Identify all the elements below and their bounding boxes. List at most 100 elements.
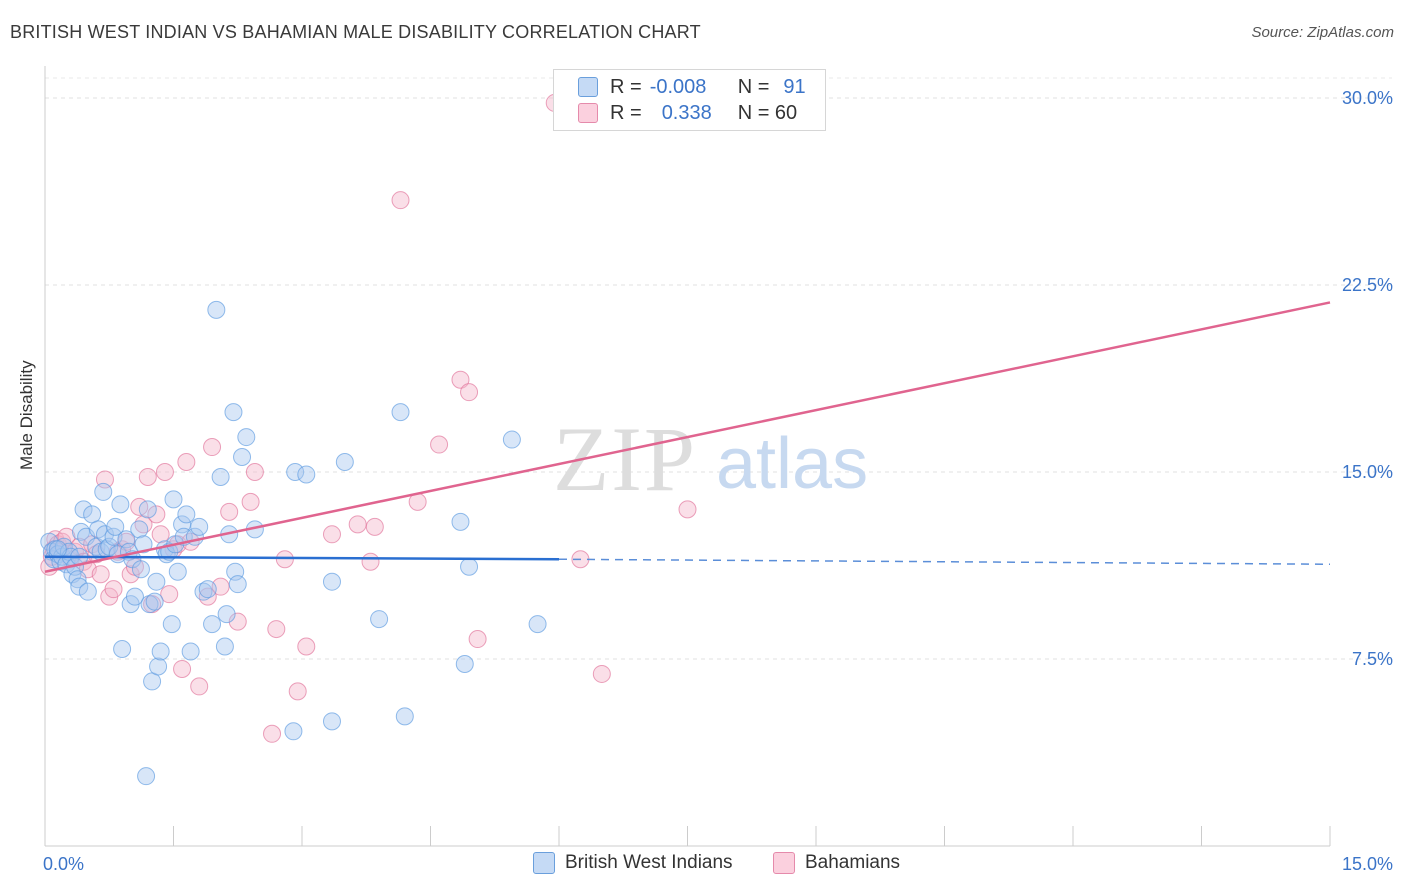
legend-item-bahamians: Bahamians [773, 852, 900, 874]
data-point [111, 495, 130, 514]
data-point [284, 722, 303, 741]
data-point [143, 672, 162, 691]
data-point [131, 560, 150, 579]
data-point [151, 525, 170, 544]
data-point [286, 462, 305, 481]
data-point [203, 438, 222, 457]
data-point [104, 580, 123, 599]
data-point [203, 615, 222, 634]
x-tick-label: 0.0% [43, 854, 84, 874]
data-point [263, 724, 282, 743]
data-point [113, 640, 132, 659]
data-point [68, 570, 87, 589]
trendline-bahamians [44, 301, 1331, 573]
data-point [149, 657, 168, 676]
data-point [147, 572, 166, 591]
data-point [678, 500, 697, 519]
legend-r-value: -0.008 [649, 75, 707, 98]
data-point [361, 552, 380, 571]
data-point [245, 462, 264, 481]
axes [44, 66, 1331, 847]
y-tick-label: 15.0% [1342, 462, 1393, 482]
data-point [145, 592, 164, 611]
data-point [177, 505, 196, 524]
data-point [528, 615, 547, 634]
data-point [155, 462, 174, 481]
data-point [297, 465, 316, 484]
data-point [288, 682, 307, 701]
legend-row-british-west-indians: R = -0.008 N = 91 [578, 75, 806, 99]
data-point [94, 482, 113, 501]
watermark-zip: ZIP [553, 408, 697, 510]
legend-row-bahamians: R = 0.338 N = 60 [578, 101, 797, 125]
data-point [460, 557, 479, 576]
data-point [160, 585, 179, 604]
correlation-legend: R = -0.008 N = 91 R = 0.338 N = 60 [553, 69, 826, 131]
data-point [224, 403, 243, 422]
legend-n-label: N = [737, 75, 770, 98]
data-point [348, 515, 367, 534]
data-point [237, 428, 256, 447]
data-point [190, 677, 209, 696]
data-point [228, 575, 247, 594]
data-point [173, 659, 192, 678]
data-point [181, 642, 200, 661]
legend-r-label: R = [610, 75, 642, 98]
data-point [177, 453, 196, 471]
legend-item-british-west-indians: British West Indians [533, 852, 733, 874]
data-point [322, 525, 341, 544]
data-point [228, 612, 247, 631]
data-point [275, 550, 294, 569]
data-point [267, 620, 286, 639]
legend-swatch-blue [578, 77, 598, 97]
data-point [147, 505, 166, 524]
data-point [391, 403, 410, 422]
data-point [322, 572, 341, 591]
data-point [134, 535, 153, 554]
data-point [451, 370, 470, 389]
series-legend: British West Indians Bahamians [0, 852, 1406, 878]
data-point [138, 500, 157, 519]
data-point [151, 642, 170, 661]
data-point [322, 712, 341, 731]
data-point [220, 502, 239, 521]
legend-n-value: 91 [783, 75, 806, 98]
data-point [460, 383, 479, 402]
trendline-extension-british-west-indians [558, 558, 1331, 565]
data-point [106, 517, 125, 536]
data-point [335, 453, 354, 471]
data-point [207, 300, 226, 319]
data-point [430, 435, 449, 454]
data-point [198, 580, 217, 599]
series-british-west-indians [40, 300, 547, 786]
data-point [162, 615, 181, 634]
trendline-british-west-indians [44, 555, 560, 561]
data-point [215, 637, 234, 656]
data-point [74, 500, 93, 519]
data-point [391, 191, 410, 210]
watermark: ZIP atlas [553, 408, 868, 510]
legend-swatch-pink [773, 852, 795, 874]
y-axis-label: Male Disability [17, 360, 36, 470]
data-point [395, 707, 414, 726]
data-point [140, 595, 159, 614]
data-point [451, 512, 470, 531]
data-point [370, 610, 389, 629]
legend-item-label: British West Indians [565, 852, 733, 873]
data-point [70, 577, 89, 596]
data-point [78, 582, 97, 601]
chart-title: BRITISH WEST INDIAN VS BAHAMIAN MALE DIS… [10, 22, 701, 42]
x-tick-label: 15.0% [1342, 854, 1393, 874]
data-point [48, 540, 67, 559]
legend-r-value: 0.338 [661, 101, 712, 124]
watermark-atlas: atlas [716, 424, 868, 504]
gridlines [45, 77, 1392, 660]
data-point [91, 565, 110, 584]
data-point [297, 637, 316, 656]
data-point [365, 517, 384, 536]
y-tick-label: 30.0% [1342, 88, 1393, 108]
data-point [217, 605, 236, 624]
data-point [211, 467, 230, 486]
legend-n-label: N = 60 [737, 101, 798, 124]
